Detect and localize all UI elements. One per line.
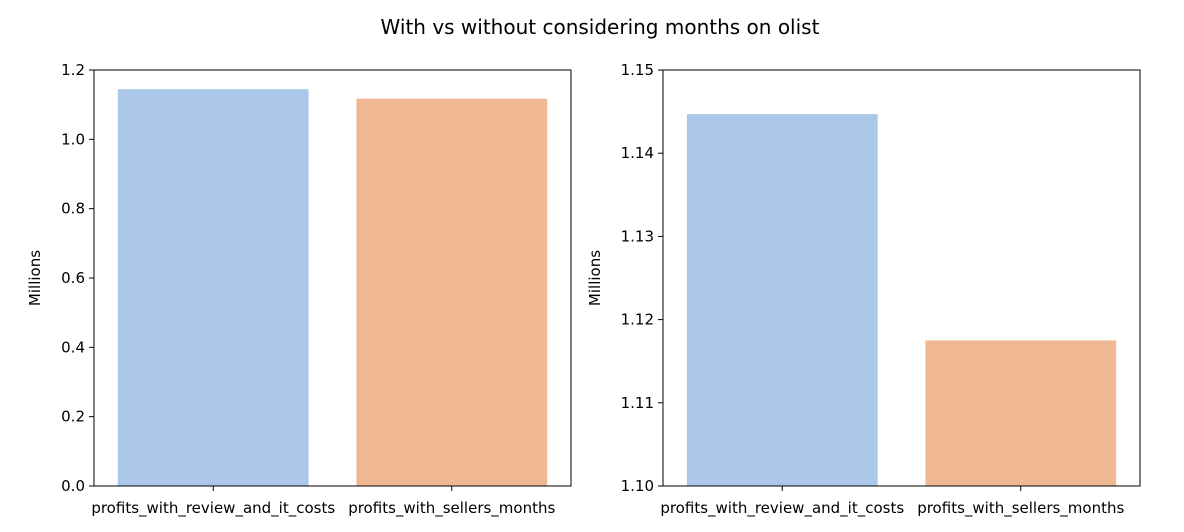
y-tick-label: 0.0 bbox=[61, 477, 85, 495]
y-tick-label: 1.12 bbox=[621, 311, 654, 329]
y-tick-label: 1.13 bbox=[621, 227, 654, 245]
y-tick-label: 0.8 bbox=[61, 200, 85, 218]
chart-right: 1.10 1.11 1.12 1.13 1.14 1.15 profits_with_rev… bbox=[586, 61, 1141, 518]
bar-profits-with-sellers-months bbox=[356, 98, 548, 486]
y-tick-label: 1.11 bbox=[621, 394, 654, 412]
x-tick-label: profits_with_sellers_months bbox=[917, 499, 1124, 518]
y-axis-label: Millions bbox=[586, 250, 604, 306]
bar-profits-with-review-and-it-costs bbox=[686, 114, 878, 486]
y-tick-label: 1.14 bbox=[621, 144, 654, 162]
chart-left: 0.0 0.2 0.4 0.6 0.8 1.0 1.2 profits_with_review… bbox=[26, 61, 572, 518]
bar-profits-with-sellers-months bbox=[925, 340, 1117, 486]
y-tick-label: 1.15 bbox=[621, 61, 654, 79]
x-tick-label: profits_with_review_and_it_costs bbox=[660, 499, 904, 518]
axes-frame bbox=[662, 69, 1141, 487]
y-tick-label: 0.2 bbox=[61, 408, 85, 426]
figure-title: With vs without considering months on ol… bbox=[381, 15, 820, 39]
x-tick-label: profits_with_sellers_months bbox=[348, 499, 555, 518]
y-tick-label: 0.6 bbox=[61, 269, 85, 287]
y-tick-label: 0.4 bbox=[61, 338, 85, 356]
y-tick-label: 1.10 bbox=[621, 477, 654, 495]
y-tick-label: 1.2 bbox=[61, 61, 85, 79]
x-tick-label: profits_with_review_and_it_costs bbox=[91, 499, 335, 518]
y-axis-label: Millions bbox=[26, 250, 44, 306]
bar-profits-with-review-and-it-costs bbox=[117, 89, 309, 486]
y-tick-label: 1.0 bbox=[61, 130, 85, 148]
